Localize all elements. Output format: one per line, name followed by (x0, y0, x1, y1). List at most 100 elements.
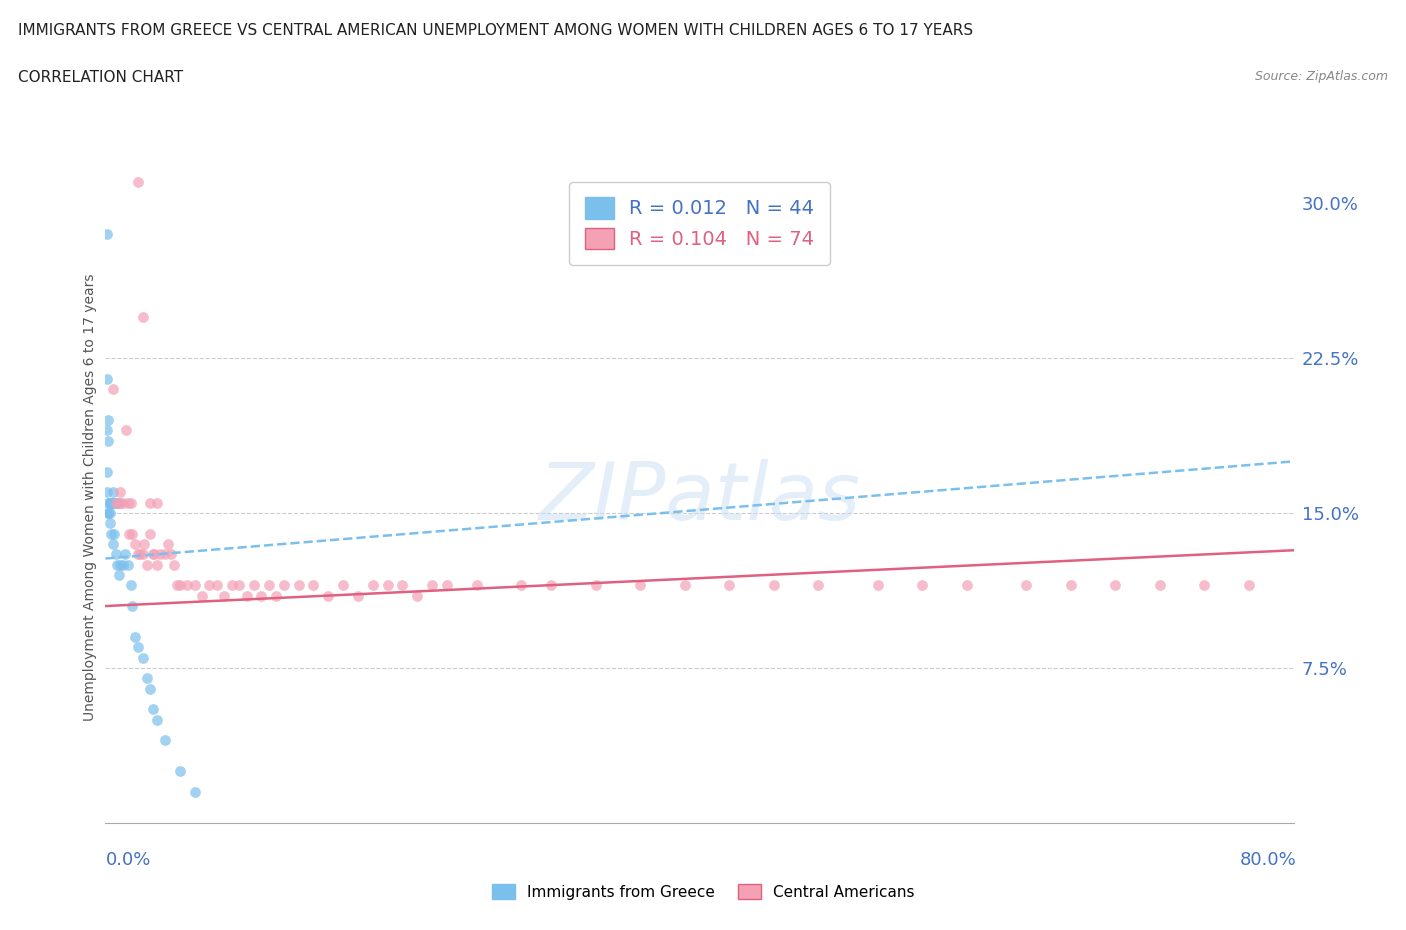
Point (104, 547, 127, 562)
Point (205, 578, 228, 592)
Point (287, 578, 309, 592)
Text: 0.0%: 0.0% (105, 851, 150, 870)
Point (110, 557, 132, 572)
Point (117, 557, 139, 572)
Point (97, 496, 120, 511)
Point (101, 496, 124, 511)
Point (866, 578, 889, 592)
Point (117, 496, 139, 511)
Point (114, 547, 136, 562)
Point (118, 526, 141, 541)
Point (97, 413, 120, 428)
Point (142, 547, 165, 562)
Point (347, 589, 370, 604)
Point (136, 557, 159, 572)
Point (221, 578, 243, 592)
Point (807, 578, 830, 592)
Point (156, 537, 179, 551)
Point (96, 227, 118, 242)
Point (1194, 578, 1216, 592)
Y-axis label: Unemployment Among Women with Children Ages 6 to 17 years: Unemployment Among Women with Children A… (83, 273, 97, 722)
Point (243, 578, 266, 592)
Point (105, 557, 128, 572)
Point (146, 557, 169, 572)
Point (169, 578, 191, 592)
Point (98, 506, 121, 521)
Point (235, 589, 257, 604)
Point (250, 589, 273, 604)
Point (104, 496, 127, 511)
Point (153, 547, 176, 562)
Point (98, 496, 121, 511)
Point (718, 578, 741, 592)
Point (228, 578, 250, 592)
Point (183, 785, 205, 800)
Point (191, 589, 214, 604)
Point (420, 578, 443, 592)
Point (127, 547, 149, 562)
Text: CORRELATION CHART: CORRELATION CHART (18, 70, 183, 85)
Point (146, 496, 169, 511)
Point (183, 578, 205, 592)
Point (465, 578, 488, 592)
Point (1149, 578, 1171, 592)
Point (101, 381, 124, 396)
Point (104, 496, 127, 511)
Point (96, 485, 118, 499)
Point (153, 733, 176, 748)
Point (176, 578, 198, 592)
Point (762, 578, 785, 592)
Point (103, 526, 125, 541)
Text: IMMIGRANTS FROM GREECE VS CENTRAL AMERICAN UNEMPLOYMENT AMONG WOMEN WITH CHILDRE: IMMIGRANTS FROM GREECE VS CENTRAL AMERIC… (18, 23, 973, 38)
Point (131, 650, 153, 665)
Point (96, 371, 118, 386)
Point (136, 671, 159, 685)
Text: 80.0%: 80.0% (1240, 851, 1296, 870)
Point (142, 702, 165, 717)
Point (103, 496, 125, 511)
Point (98, 496, 121, 511)
Point (377, 578, 399, 592)
Point (264, 589, 287, 604)
Point (166, 578, 188, 592)
Point (273, 578, 295, 592)
Point (127, 640, 149, 655)
Point (673, 578, 696, 592)
Point (97, 506, 120, 521)
Point (391, 578, 413, 592)
Point (115, 423, 138, 438)
Point (198, 578, 221, 592)
Legend: Immigrants from Greece, Central Americans: Immigrants from Greece, Central American… (485, 877, 921, 906)
Point (112, 496, 135, 511)
Point (956, 578, 979, 592)
Point (1237, 578, 1260, 592)
Point (1060, 578, 1083, 592)
Point (121, 599, 143, 614)
Point (139, 682, 162, 697)
Point (436, 578, 458, 592)
Point (124, 537, 146, 551)
Point (105, 496, 128, 511)
Point (1104, 578, 1126, 592)
Point (121, 526, 143, 541)
Point (98, 516, 121, 531)
Point (101, 485, 124, 499)
Text: Source: ZipAtlas.com: Source: ZipAtlas.com (1254, 70, 1388, 83)
Point (108, 567, 131, 582)
Point (159, 547, 181, 562)
Point (96, 423, 118, 438)
Point (510, 578, 533, 592)
Point (316, 589, 339, 604)
Point (132, 537, 155, 551)
Point (1015, 578, 1038, 592)
Point (585, 578, 607, 592)
Point (163, 557, 186, 572)
Point (911, 578, 934, 592)
Point (100, 496, 122, 511)
Point (101, 537, 124, 551)
Point (120, 578, 142, 592)
Point (127, 175, 149, 190)
Point (214, 589, 236, 604)
Point (361, 578, 384, 592)
Point (110, 485, 132, 499)
